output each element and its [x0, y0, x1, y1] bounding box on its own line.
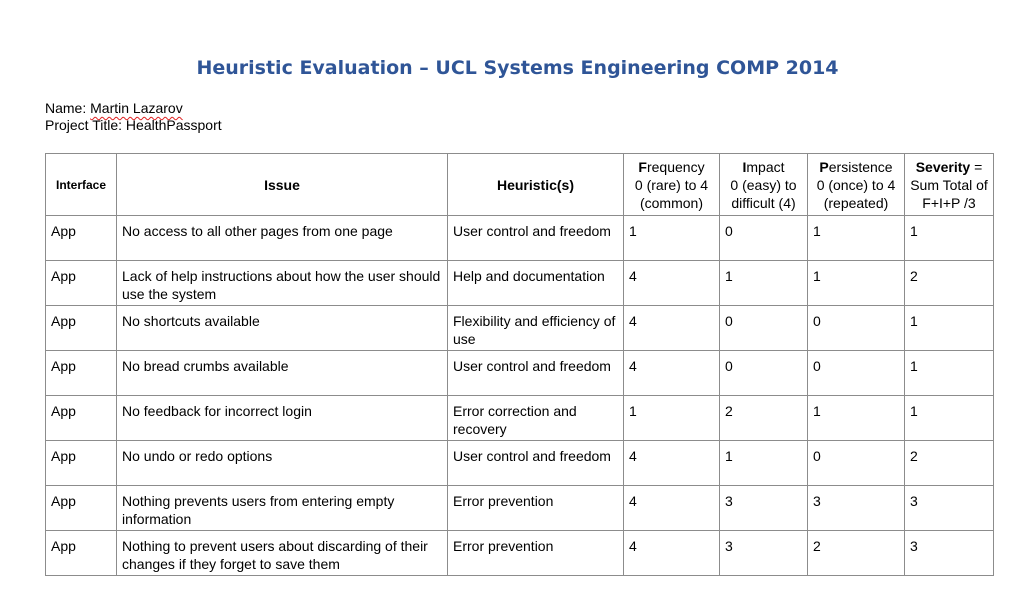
table-row: App Nothing prevents users from entering…: [45, 485, 994, 531]
cell-persistence: 0: [807, 305, 905, 351]
cell-issue: Nothing prevents users from entering emp…: [116, 485, 448, 531]
cell-frequency: 1: [623, 395, 720, 441]
cell-impact: 3: [719, 530, 808, 576]
cell-heuristic: User control and freedom: [447, 440, 624, 486]
header-frequency: Frequency 0 (rare) to 4 (common): [623, 153, 720, 216]
header-severity: Severity = Sum Total of F+I+P /3: [904, 153, 994, 216]
cell-impact: 0: [719, 350, 808, 396]
cell-persistence: 0: [807, 350, 905, 396]
cell-issue: Lack of help instructions about how the …: [116, 260, 448, 306]
cell-frequency: 4: [623, 350, 720, 396]
table-row: App No shortcuts available Flexibility a…: [45, 305, 994, 351]
cell-heuristic: User control and freedom: [447, 350, 624, 396]
cell-issue: No bread crumbs available: [116, 350, 448, 396]
cell-severity: 2: [904, 440, 994, 486]
table-row: App No access to all other pages from on…: [45, 215, 994, 261]
cell-severity: 3: [904, 485, 994, 531]
cell-frequency: 4: [623, 485, 720, 531]
cell-severity: 1: [904, 395, 994, 441]
header-impact-rest: mpact: [746, 158, 785, 175]
cell-issue: No undo or redo options: [116, 440, 448, 486]
project-title-label: Project Title:: [45, 117, 126, 133]
cell-heuristic: Flexibility and efficiency of use: [447, 305, 624, 351]
cell-frequency: 4: [623, 440, 720, 486]
header-impact: Impact 0 (easy) to difficult (4): [719, 153, 808, 216]
header-frequency-rest: requency: [646, 158, 705, 175]
cell-issue: No shortcuts available: [116, 305, 448, 351]
header-frequency-initial: F: [638, 158, 647, 175]
header-severity-bold: Severity: [915, 158, 971, 175]
name-label: Name:: [45, 100, 91, 116]
cell-frequency: 4: [623, 260, 720, 306]
document-title: Heuristic Evaluation – UCL Systems Engin…: [196, 57, 839, 79]
cell-persistence: 3: [807, 485, 905, 531]
cell-interface: App: [45, 395, 117, 441]
name-line: Name: Martin Lazarov: [45, 100, 183, 117]
header-persistence-initial: P: [819, 158, 829, 175]
cell-impact: 0: [719, 305, 808, 351]
header-persistence-scale: 0 (once) to 4 (repeated): [816, 176, 896, 211]
header-impact-initial: I: [742, 158, 747, 175]
cell-severity: 1: [904, 305, 994, 351]
cell-interface: App: [45, 350, 117, 396]
table-header-row: Interface Issue Heuristic(s) Frequency 0 …: [45, 153, 994, 216]
heuristic-evaluation-table: Interface Issue Heuristic(s) Frequency 0 …: [45, 153, 994, 576]
cell-issue: No access to all other pages from one pa…: [116, 215, 448, 261]
cell-heuristic: User control and freedom: [447, 215, 624, 261]
table-row: App No feedback for incorrect login Erro…: [45, 395, 994, 441]
cell-persistence: 1: [807, 260, 905, 306]
cell-interface: App: [45, 260, 117, 306]
cell-impact: 0: [719, 215, 808, 261]
cell-severity: 3: [904, 530, 994, 576]
cell-frequency: 4: [623, 530, 720, 576]
cell-interface: App: [45, 215, 117, 261]
cell-frequency: 4: [623, 305, 720, 351]
project-title-value: HealthPassport: [125, 117, 222, 133]
cell-severity: 1: [904, 215, 994, 261]
cell-impact: 1: [719, 440, 808, 486]
cell-interface: App: [45, 305, 117, 351]
header-interface: Interface: [45, 153, 117, 216]
table-row: App Nothing to prevent users about disca…: [45, 530, 994, 576]
cell-severity: 1: [904, 350, 994, 396]
cell-interface: App: [45, 485, 117, 531]
cell-heuristic: Error prevention: [447, 530, 624, 576]
cell-impact: 1: [719, 260, 808, 306]
header-impact-scale: 0 (easy) to difficult (4): [730, 176, 797, 211]
cell-frequency: 1: [623, 215, 720, 261]
header-persistence: Persistence 0 (once) to 4 (repeated): [807, 153, 905, 216]
header-severity-rest: = Sum Total of F+I+P /3: [910, 158, 988, 211]
header-frequency-scale: 0 (rare) to 4 (common): [634, 176, 709, 211]
cell-persistence: 0: [807, 440, 905, 486]
cell-persistence: 2: [807, 530, 905, 576]
header-heuristic: Heuristic(s): [447, 153, 624, 216]
cell-impact: 2: [719, 395, 808, 441]
table-row: App No undo or redo options User control…: [45, 440, 994, 486]
table-row: App No bread crumbs available User contr…: [45, 350, 994, 396]
cell-severity: 2: [904, 260, 994, 306]
table-row: App Lack of help instructions about how …: [45, 260, 994, 306]
cell-issue: Nothing to prevent users about discardin…: [116, 530, 448, 576]
cell-persistence: 1: [807, 215, 905, 261]
name-value: Martin Lazarov: [90, 100, 183, 116]
cell-interface: App: [45, 440, 117, 486]
cell-impact: 3: [719, 485, 808, 531]
header-persistence-rest: ersistence: [828, 158, 893, 175]
cell-persistence: 1: [807, 395, 905, 441]
cell-interface: App: [45, 530, 117, 576]
header-issue: Issue: [116, 153, 448, 216]
cell-heuristic: Help and documentation: [447, 260, 624, 306]
project-title-line: Project Title: HealthPassport: [45, 117, 222, 134]
cell-issue: No feedback for incorrect login: [116, 395, 448, 441]
cell-heuristic: Error prevention: [447, 485, 624, 531]
cell-heuristic: Error correction and recovery: [447, 395, 624, 441]
